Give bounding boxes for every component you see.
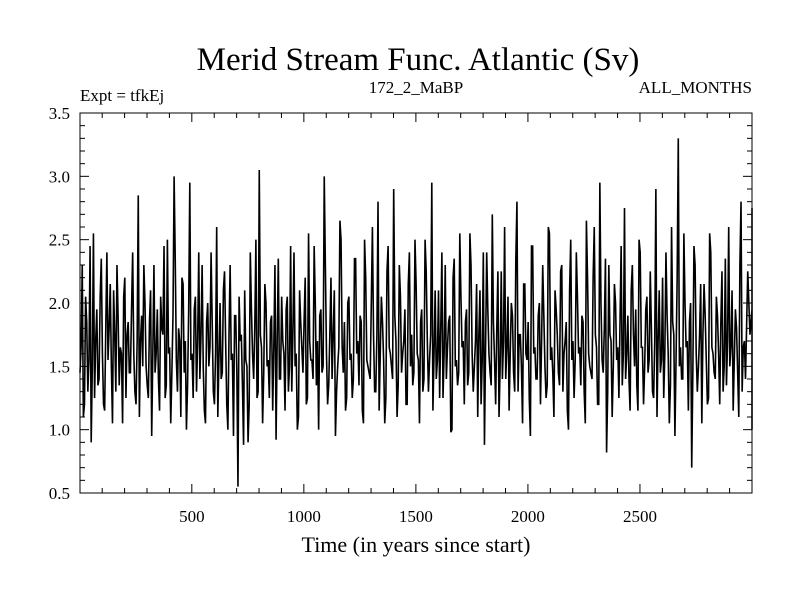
x-tick-label: 2000 — [511, 507, 545, 526]
x-tick-label: 500 — [179, 507, 205, 526]
y-tick-label: 1.0 — [49, 421, 70, 440]
y-tick-label: 2.5 — [49, 231, 70, 250]
chart-title: Merid Stream Func. Atlantic (Sv) — [197, 42, 640, 78]
x-tick-label: 1500 — [399, 507, 433, 526]
data-layer — [79, 138, 753, 487]
y-tick-label: 0.5 — [49, 484, 70, 503]
period-label: 172_2_MaBP — [369, 78, 463, 97]
y-tick-label: 2.0 — [49, 294, 70, 313]
experiment-label: Expt = tfkEj — [80, 86, 164, 105]
y-tick-label: 1.5 — [49, 357, 70, 376]
y-tick-label: 3.5 — [49, 104, 70, 123]
y-tick-label: 3.0 — [49, 167, 70, 186]
x-tick-label: 2500 — [623, 507, 657, 526]
tick-layer: 500 1000 1500 2000 2500 0.5 1.0 1.5 2.0 2.5 3.0 3.5 — [49, 104, 752, 526]
x-axis-label: Time (in years since start) — [302, 532, 531, 557]
series-line — [79, 138, 753, 487]
x-tick-label: 1000 — [287, 507, 321, 526]
months-label: ALL_MONTHS — [639, 78, 752, 97]
plot-frame — [79, 112, 753, 494]
